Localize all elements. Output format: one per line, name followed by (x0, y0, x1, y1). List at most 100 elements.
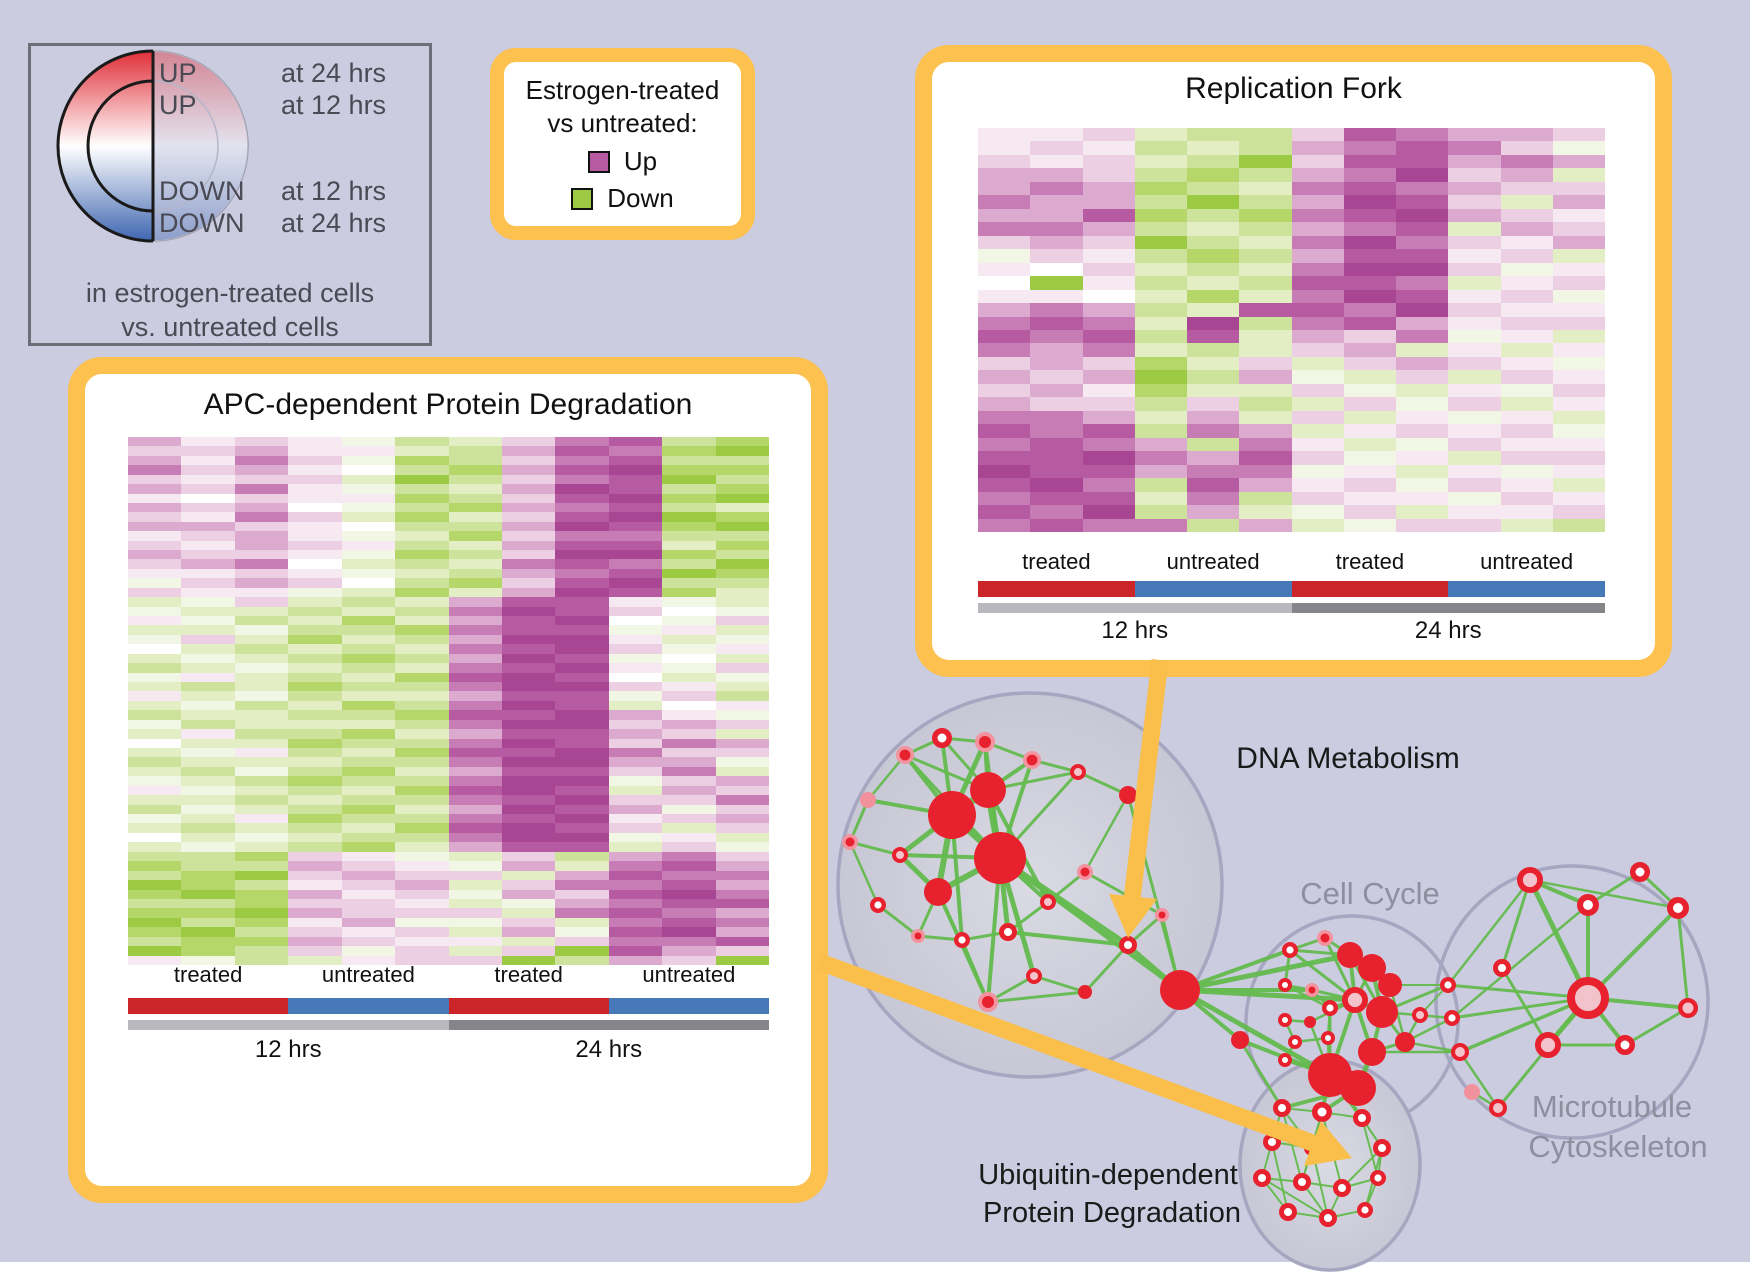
heatmap-cell (662, 550, 716, 560)
network-node (928, 791, 976, 839)
heatmap-cell (448, 568, 502, 579)
heatmap-cell (341, 691, 396, 701)
heatmap-cell (555, 927, 609, 937)
heatmap-cell (448, 851, 502, 862)
heatmap-cell (234, 861, 289, 871)
network-edge (1496, 996, 1590, 1110)
heatmap-cell (1134, 356, 1187, 371)
heatmap-cell (662, 880, 716, 890)
heatmap-cell (128, 936, 182, 947)
heatmap-cell (395, 568, 449, 579)
heatmap-cell (1030, 397, 1083, 411)
network-edge (986, 770, 1080, 792)
network-node (1342, 986, 1369, 1013)
heatmap-cell (341, 851, 396, 862)
heatmap-cell (978, 370, 1031, 384)
treatment-bar-segment (1448, 581, 1605, 597)
heatmap-cell (1030, 383, 1083, 398)
heatmap-cell (608, 587, 663, 598)
network-edge (1623, 1006, 1690, 1047)
heatmap-cell (234, 936, 289, 947)
network-node (1332, 1178, 1351, 1197)
heatmap-cell (341, 700, 396, 711)
heatmap-cell (555, 710, 609, 720)
heatmap-cell (1030, 235, 1083, 250)
heatmap-cell (715, 700, 769, 711)
heatmap-cell (288, 493, 342, 503)
ring-caption-line2: vs. untreated cells (121, 312, 339, 342)
heatmap-cell (341, 587, 396, 598)
apc-time-bar (128, 1020, 769, 1030)
heatmap-cell (181, 474, 235, 485)
heatmap-cell (1291, 343, 1344, 357)
heatmap-cell (395, 634, 449, 645)
heatmap-cell (1082, 464, 1135, 479)
heatmap-cell (341, 870, 396, 881)
heatmap-cell (501, 823, 556, 833)
network-node (1535, 1032, 1562, 1059)
heatmap-cell (1448, 383, 1501, 398)
network-edge (1271, 1141, 1289, 1213)
heatmap-cell (1082, 276, 1135, 290)
heatmap-cell (555, 663, 609, 673)
network-node (1395, 1032, 1415, 1052)
heatmap-cell (288, 540, 342, 551)
heatmap-cell (288, 917, 342, 928)
treatment-group-label: untreated (321, 962, 415, 987)
heatmap-cell (448, 719, 502, 730)
heatmap-cell (341, 446, 396, 456)
heatmap-cell (1552, 181, 1605, 196)
heatmap-cell (288, 927, 342, 937)
network-node (895, 745, 914, 764)
heatmap-cell (1030, 276, 1083, 290)
network-edge (1500, 878, 1532, 970)
heatmap-cell (1082, 356, 1135, 371)
heatmap-cell (608, 672, 663, 682)
heatmap-cell (341, 757, 396, 767)
network-node (1262, 1132, 1281, 1151)
network-label-ub2: Protein Degradation (983, 1197, 1241, 1229)
heatmap-cell (501, 955, 556, 965)
heatmap-cell (1500, 491, 1553, 506)
heatmap-cell (555, 908, 609, 918)
heatmap-cell (555, 946, 609, 956)
heatmap-cell (234, 776, 289, 786)
network-node (1318, 1208, 1337, 1227)
heatmap-cell (608, 568, 663, 579)
heatmap-cell (341, 559, 396, 569)
heatmap-cell (1291, 491, 1344, 506)
heatmap-cell (448, 540, 502, 551)
network-edge (1403, 1040, 1462, 1054)
heatmap-cell (395, 832, 449, 843)
heatmap-cell (501, 512, 556, 522)
heatmap-cell (555, 785, 609, 796)
heatmap-cell (1134, 370, 1187, 384)
heatmap-cell (1082, 383, 1135, 398)
heatmap-cell (608, 663, 663, 673)
network-edge (1006, 930, 1130, 947)
heatmap-cell (288, 512, 342, 522)
heatmap-cell (501, 616, 556, 626)
heatmap-cell (1239, 222, 1292, 236)
heatmap-cell (181, 597, 235, 607)
network-edge (903, 736, 944, 757)
network-edge (1177, 987, 1358, 1003)
network-edge (1280, 1086, 1360, 1110)
heatmap-cell (341, 578, 396, 588)
heatmap-cell (1552, 383, 1605, 398)
heatmap-cell (448, 747, 502, 758)
heatmap-cell (1343, 370, 1396, 384)
heatmap-cell (1082, 424, 1135, 438)
cluster-microtubule-cytoskeleton (1434, 864, 1710, 1140)
heatmap-cell (1396, 518, 1449, 532)
heatmap-cell (608, 898, 663, 909)
heatmap-cell (128, 672, 182, 682)
heatmap-cell (501, 814, 556, 824)
heatmap-cell (181, 634, 235, 645)
heatmap-cell (234, 870, 289, 881)
heatmap-cell (1291, 370, 1344, 384)
heatmap-cell (1448, 343, 1501, 357)
heatmap-cell (662, 719, 716, 730)
network-node (1412, 1007, 1428, 1023)
heatmap-cell (662, 927, 716, 937)
